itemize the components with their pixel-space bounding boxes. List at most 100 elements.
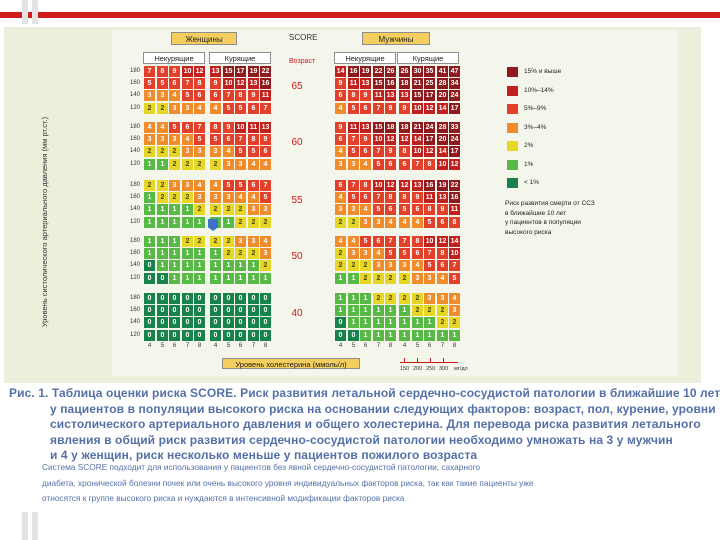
risk-cell: 2 [182,159,193,170]
risk-cell: 3 [223,192,234,203]
risk-cell: 8 [437,248,448,259]
risk-cell: 1 [182,248,193,259]
risk-cell: 15 [373,122,384,133]
risk-cell: 5 [210,134,221,145]
risk-cell: 4 [169,90,180,101]
systolic-tick: 180 [129,238,140,244]
risk-cell: 15 [412,90,423,101]
risk-cell: 11 [248,122,259,133]
risk-cell: 28 [437,78,448,89]
risk-cell: 5 [424,217,435,228]
risk-cell: 1 [360,317,371,328]
risk-cell: 0 [235,293,246,304]
risk-cell: 3 [182,180,193,191]
risk-cell: 1 [210,260,221,271]
risk-cell: 17 [424,90,435,101]
risk-cell: 2 [348,260,359,271]
men-smoking-header: Курящие [397,52,459,64]
risk-cell: 0 [348,330,359,341]
cholesterol-tick: 6 [427,343,432,349]
risk-cell: 6 [360,146,371,157]
risk-cell: 19 [437,180,448,191]
risk-cell: 10 [235,122,246,133]
risk-cell: 4 [348,236,359,247]
risk-cell: 12 [385,134,396,145]
risk-cell: 2 [235,248,246,259]
risk-cell: 0 [260,305,271,316]
risk-cell: 2 [260,260,271,271]
risk-cell: 16 [424,180,435,191]
risk-cell: 1 [169,260,180,271]
risk-cell: 7 [449,260,460,271]
caption-line: явления в общий риск развития сердечно-с… [50,432,673,447]
cholesterol-tick: 7 [376,343,381,349]
age-axis-label: Возраст [289,58,316,65]
systolic-tick: 120 [129,105,140,111]
risk-cell: 1 [449,330,460,341]
risk-cell: 1 [144,204,155,215]
risk-cell: 2 [437,317,448,328]
risk-cell: 0 [157,330,168,341]
risk-cell: 9 [385,103,396,114]
risk-cell: 41 [437,66,448,77]
risk-cell: 4 [210,103,221,114]
risk-cell: 0 [157,293,168,304]
risk-cell: 11 [373,90,384,101]
risk-cell: 0 [194,305,205,316]
risk-cell: 13 [248,78,259,89]
risk-cell: 7 [373,103,384,114]
risk-cell: 16 [449,192,460,203]
risk-cell: 2 [373,273,384,284]
men-nonsmoking-header: Некурящие [334,52,396,64]
risk-cell: 8 [424,159,435,170]
risk-cell: 15 [223,66,234,77]
risk-cell: 13 [210,66,221,77]
women-nonsmoking-header: Некурящие [143,52,205,64]
risk-cell: 5 [449,273,460,284]
risk-cell: 9 [260,134,271,145]
risk-cell: 3 [169,180,180,191]
risk-cell: 12 [235,78,246,89]
risk-cell: 0 [248,330,259,341]
legend-label: 1% [524,161,534,168]
risk-cell: 20 [437,90,448,101]
systolic-tick: 180 [129,182,140,188]
cholesterol-tick: 7 [251,343,256,349]
risk-cell: 7 [144,66,155,77]
risk-cell: 12 [194,66,205,77]
risk-cell: 1 [182,217,193,228]
cholesterol-tick: 4 [213,343,218,349]
risk-cell: 5 [169,122,180,133]
risk-cell: 1 [335,273,346,284]
systolic-tick: 160 [129,250,140,256]
legend-note-line: высокого риска [505,228,552,236]
risk-cell: 1 [223,260,234,271]
risk-cell: 13 [360,78,371,89]
risk-cell: 1 [385,305,396,316]
risk-cell: 1 [194,260,205,271]
risk-cell: 1 [157,204,168,215]
systolic-tick: 120 [129,275,140,281]
risk-cell: 9 [385,146,396,157]
risk-cell: 6 [223,134,234,145]
risk-cell: 0 [210,293,221,304]
risk-cell: 4 [412,260,423,271]
risk-cell: 11 [449,204,460,215]
cholesterol-tick: 5 [415,343,420,349]
risk-cell: 5 [360,236,371,247]
risk-cell: 2 [194,236,205,247]
footnote-line: Система SCORE подходит для использования… [42,462,481,472]
risk-cell: 10 [449,248,460,259]
risk-cell: 1 [373,305,384,316]
risk-cell: 1 [399,330,410,341]
risk-cell: 7 [424,248,435,259]
risk-cell: 4 [260,159,271,170]
risk-cell: 14 [437,103,448,114]
risk-cell: 7 [373,146,384,157]
risk-cell: 7 [182,78,193,89]
risk-cell: 10 [182,66,193,77]
risk-cell: 22 [449,180,460,191]
risk-cell: 1 [182,260,193,271]
risk-cell: 17 [424,134,435,145]
risk-cell: 3 [412,273,423,284]
